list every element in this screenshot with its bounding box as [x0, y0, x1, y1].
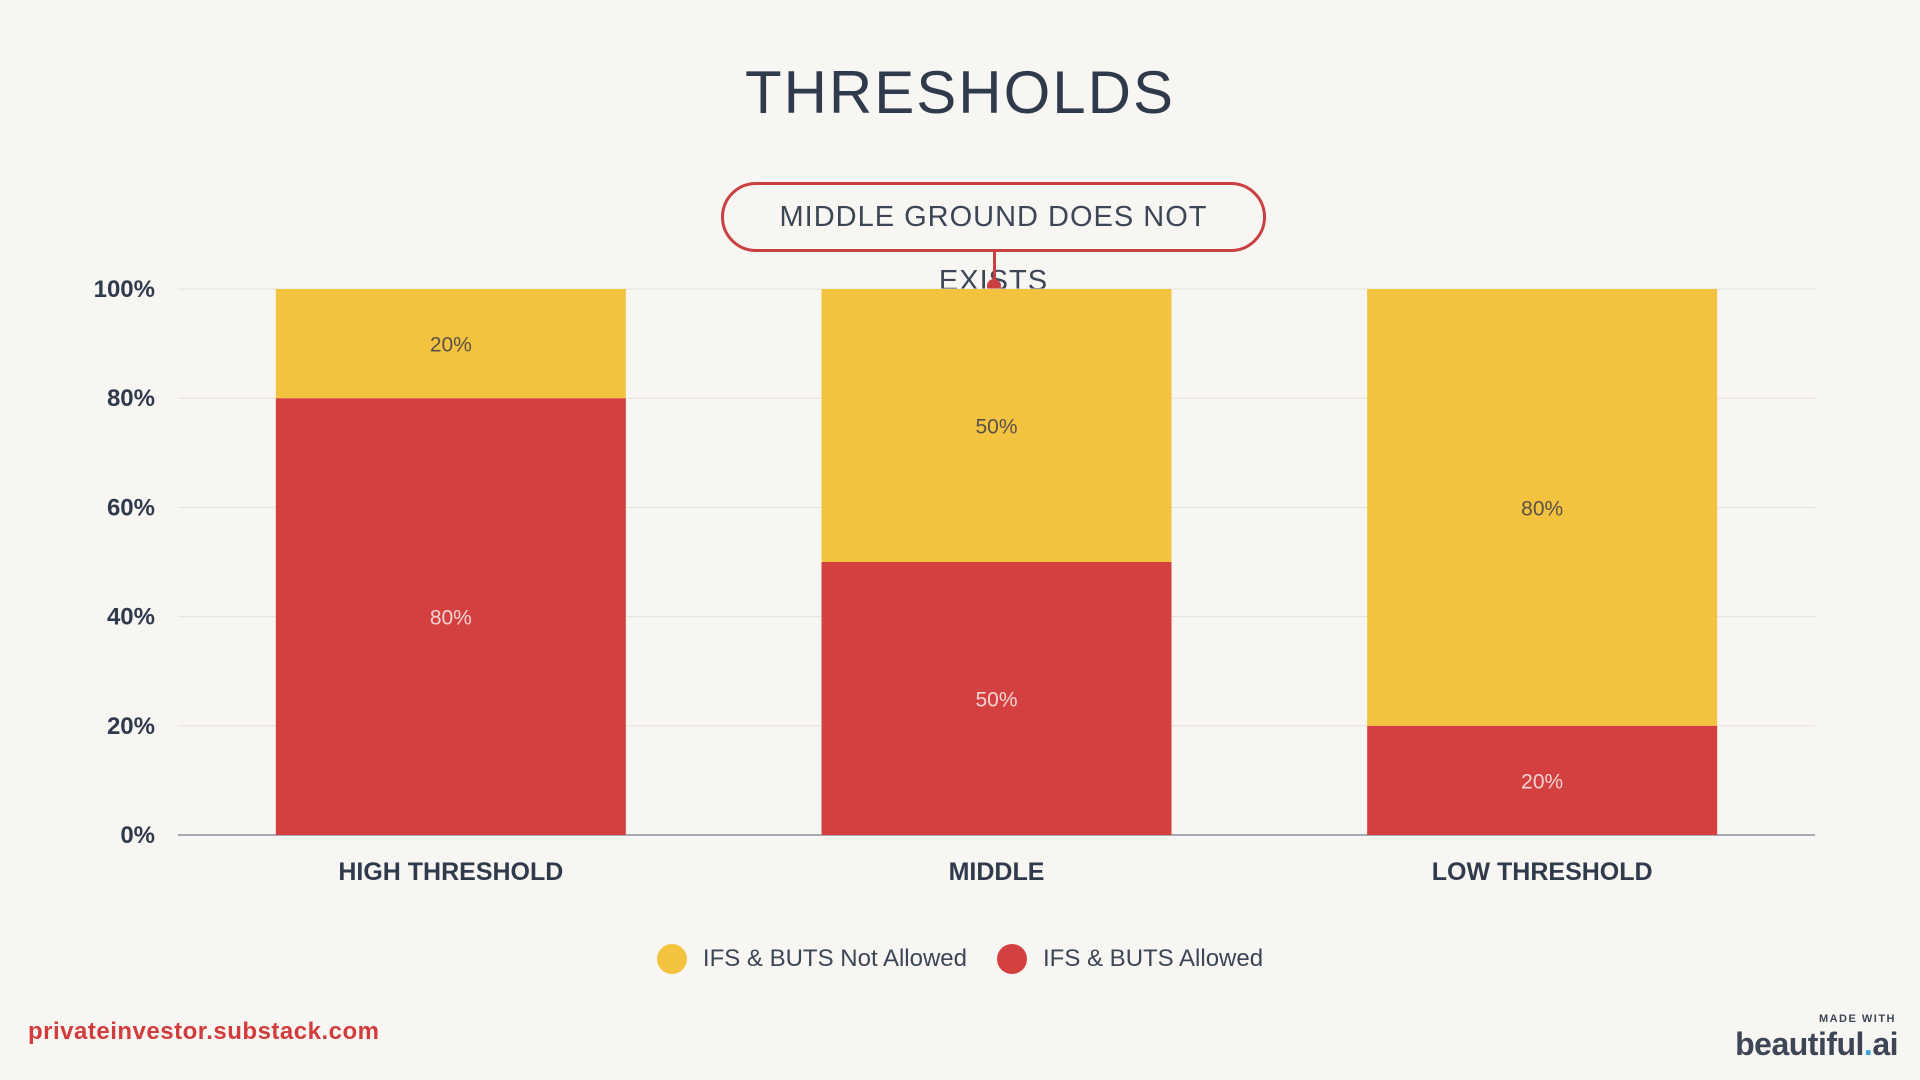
data-label: 80% [430, 607, 472, 630]
data-label: 20% [430, 334, 472, 357]
data-label: 50% [975, 689, 1017, 712]
chart-legend: IFS & BUTS Not Allowed IFS & BUTS Allowe… [0, 944, 1920, 974]
made-with-label: MADE WITH [1818, 1013, 1896, 1025]
bar-segment [821, 562, 1172, 835]
bar-segment [1367, 289, 1718, 726]
x-tick-label: MIDDLE [949, 858, 1045, 886]
brand-suffix: ai [1872, 1026, 1898, 1062]
brand-dot: . [1863, 1026, 1873, 1062]
brand-logo[interactable]: beautiful.ai [1735, 1026, 1898, 1063]
y-tick-label: 0% [120, 822, 155, 849]
callout-stem [993, 252, 996, 283]
x-tick-label: LOW THRESHOLD [1432, 858, 1653, 886]
data-label: 20% [1521, 770, 1563, 793]
brand-main: beautiful [1735, 1026, 1864, 1062]
bar-segment [275, 289, 626, 399]
bar-segment [821, 289, 1172, 562]
y-tick-label: 100% [94, 276, 155, 303]
legend-item-not-allowed: IFS & BUTS Not Allowed [656, 944, 967, 974]
y-tick-label: 20% [107, 713, 155, 740]
legend-label-not-allowed: IFS & BUTS Not Allowed [702, 945, 967, 972]
y-tick-label: 40% [107, 604, 155, 631]
bar-segment [1367, 725, 1718, 835]
y-tick-label: 80% [107, 385, 155, 412]
x-tick-label: HIGH THRESHOLD [338, 858, 563, 886]
legend-label-allowed: IFS & BUTS Allowed [1043, 945, 1264, 972]
stacked-bar-chart: 0% 20% 40% 60% 80% 100% 80% 20% HIGH THRESHOLD 50… [94, 276, 1815, 886]
data-label: 80% [1521, 497, 1563, 520]
legend-swatch-not-allowed [656, 944, 687, 974]
y-tick-label: 60% [107, 494, 155, 521]
bar-segment [275, 398, 626, 835]
footer-link[interactable]: privateinvestor.substack.com [28, 1018, 380, 1045]
chart-title: THRESHOLDS [744, 59, 1176, 126]
legend-swatch-allowed [997, 944, 1027, 974]
legend-item-allowed: IFS & BUTS Allowed [997, 944, 1263, 974]
data-label: 50% [975, 416, 1017, 439]
